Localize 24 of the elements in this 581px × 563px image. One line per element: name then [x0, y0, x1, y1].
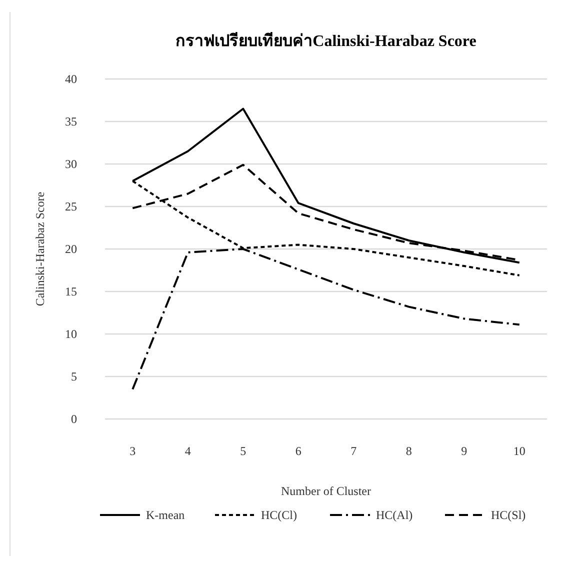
legend-label: HC(Al)	[376, 508, 413, 522]
y-tick-label: 25	[65, 200, 77, 214]
x-tick-label: 5	[240, 444, 246, 458]
y-tick-label: 10	[65, 327, 77, 341]
x-tick-label: 10	[513, 444, 526, 458]
x-tick-label: 9	[461, 444, 468, 458]
y-tick-label: 15	[65, 284, 77, 298]
x-tick-label: 7	[350, 444, 357, 458]
y-axis-title: Calinski-Harabaz Score	[33, 192, 47, 306]
x-tick-label: 8	[406, 444, 412, 458]
legend-label: K-mean	[146, 508, 185, 522]
x-tick-label: 6	[295, 444, 302, 458]
y-tick-label: 40	[65, 72, 77, 86]
x-axis-title: Number of Cluster	[281, 484, 371, 498]
x-tick-label: 3	[130, 444, 136, 458]
chart-title: กราฟเปรียบเทียบค่าCalinski-Harabaz Score	[176, 31, 476, 50]
legend-label: HC(Cl)	[261, 508, 298, 522]
y-tick-label: 30	[65, 157, 77, 171]
legend-label: HC(Sl)	[491, 508, 526, 522]
y-tick-label: 35	[65, 114, 77, 128]
y-tick-label: 5	[71, 370, 77, 384]
x-tick-label: 4	[184, 444, 191, 458]
y-tick-label: 0	[71, 412, 77, 426]
y-tick-label: 20	[65, 242, 77, 256]
